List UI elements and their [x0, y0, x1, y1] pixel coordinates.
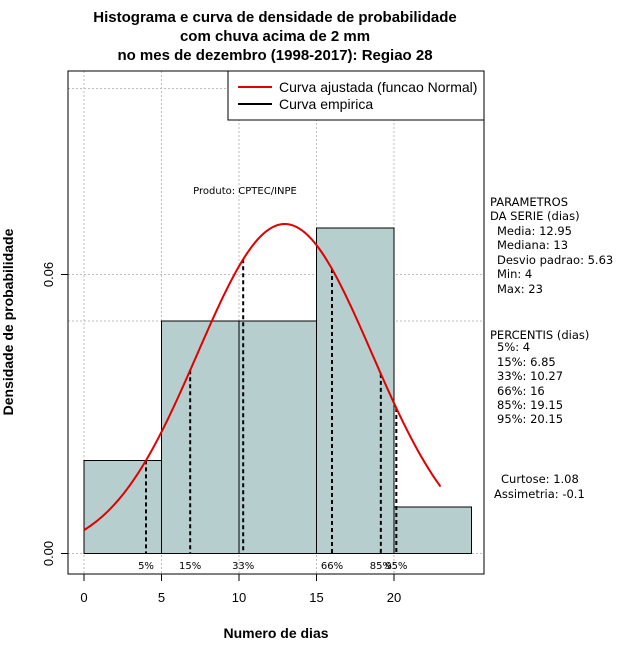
stats-assimetria: Assimetria: -0.1: [494, 487, 585, 501]
y-tick-label: 0.06: [41, 262, 56, 287]
percentile-label: 66%: [321, 561, 343, 572]
percentile-label: 85%: [370, 561, 392, 572]
x-tick-label: 15: [309, 590, 323, 605]
stats-curtose: Curtose: 1.08: [501, 472, 579, 486]
histogram-bar: [393, 506, 472, 554]
side-panel-percentiles: PERCENTIS (dias) 5%: 4 15%: 6.85 33%: 10…: [490, 328, 589, 426]
legend-label-empirical: Curva empirica: [279, 96, 373, 112]
percentis-33: 33%: 10.27: [497, 369, 563, 383]
chart-title-line-3: no mes de dezembro (1998-2017): Regiao 2…: [117, 47, 432, 64]
y-tick-label: 0.00: [41, 541, 56, 566]
percentile-lines: 5% 15% 33% 66% 85%95%: [138, 259, 407, 572]
params-sd: Desvio padrao: 5.63: [497, 253, 613, 267]
percentile-label: 15%: [179, 561, 201, 572]
percentis-95: 95%: 20.15: [497, 412, 563, 426]
side-panel-stats: Curtose: 1.08 Assimetria: -0.1: [494, 472, 585, 501]
axes: 0 5 10 15 20 0.00 0.06: [41, 262, 401, 605]
params-median: Mediana: 13: [497, 238, 568, 252]
x-tick-label: 0: [80, 590, 87, 605]
params-heading-1: PARAMETROS: [490, 195, 568, 209]
percentis-5: 5%: 4: [497, 340, 530, 354]
legend-box: [227, 70, 485, 121]
percentis-heading: PERCENTIS (dias): [490, 328, 589, 342]
percentis-66: 66%: 16: [497, 384, 545, 398]
source-annotation: Produto: CPTEC/INPE: [193, 186, 297, 197]
params-max: Max: 23: [497, 282, 543, 296]
legend: Curva ajustada (funcao Normal) Curva emp…: [227, 70, 485, 121]
legend-label-fitted: Curva ajustada (funcao Normal): [279, 79, 477, 95]
percentile-label: 33%: [232, 561, 254, 572]
histogram-bar: [161, 320, 240, 554]
y-axis-label: Densidade de probabilidade: [0, 228, 16, 415]
histogram-bar: [83, 460, 162, 554]
params-heading-2: DA SERIE (dias): [490, 209, 580, 223]
fitted-normal-curve: [83, 223, 442, 531]
chart-title-line-1: Histograma e curva de densidade de proba…: [93, 9, 456, 26]
fitted-curve-layer: [83, 223, 442, 531]
percentile-label: 95%: [385, 561, 407, 572]
params-mean: Media: 12.95: [497, 224, 572, 238]
chart-title-line-2: com chuva acima de 2 mm: [180, 28, 370, 45]
histogram-bar: [238, 320, 317, 554]
histogram-bars: [83, 227, 472, 554]
x-tick-label: 10: [232, 590, 246, 605]
params-min: Min: 4: [497, 267, 532, 281]
percentis-85: 85%: 19.15: [497, 398, 563, 412]
x-axis-label: Numero de dias: [223, 625, 328, 641]
histogram-bar: [316, 227, 395, 554]
x-tick-label: 20: [387, 590, 401, 605]
percentile-label: 5%: [138, 561, 154, 572]
side-panel-parameters: PARAMETROS DA SERIE (dias) Media: 12.95 …: [490, 195, 613, 296]
percentis-15: 15%: 6.85: [497, 355, 556, 369]
x-tick-label: 5: [158, 590, 165, 605]
